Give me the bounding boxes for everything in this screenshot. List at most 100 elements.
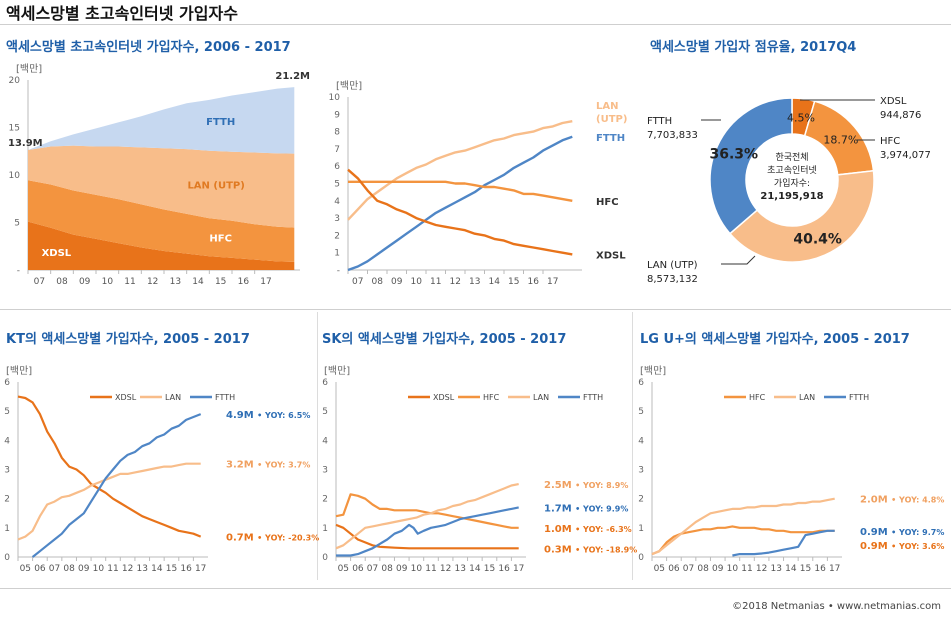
line-lan-utp — [347, 120, 573, 221]
slice-label-xdsl: XDSL — [880, 96, 907, 107]
leader-line-lan — [721, 255, 756, 265]
y-tick-label: 8 — [334, 128, 340, 138]
legend-label-lan: LAN — [799, 393, 815, 402]
x-tick-label: 15 — [166, 564, 177, 574]
y-tick-label: 4 — [4, 436, 10, 446]
line-xdsl — [347, 168, 573, 256]
end-value: 2.0M — [860, 495, 891, 506]
x-tick-label: 14 — [469, 564, 481, 574]
y-tick-label: 5 — [322, 407, 328, 417]
x-tick-label: 06 — [34, 564, 46, 574]
legend-label-ftth: FTTH — [583, 393, 603, 402]
end-value: 4.9M — [226, 410, 257, 421]
line-hfc — [335, 493, 519, 529]
start-total-label: 13.9M — [8, 138, 43, 149]
line-lan — [651, 497, 835, 556]
x-tick-label: 11 — [124, 277, 135, 287]
end-value: 3.2M — [226, 460, 257, 471]
x-tick-label: 07 — [352, 277, 363, 287]
line-ftth — [336, 506, 519, 557]
x-tick-label: 11 — [430, 277, 441, 287]
y-tick-label: 0 — [638, 553, 644, 563]
y-tick-label: 5 — [638, 407, 644, 417]
x-tick-label: 07 — [34, 277, 45, 287]
series-label-lan-utp: (UTP) — [596, 114, 627, 125]
y-tick-label: 5 — [334, 180, 340, 190]
lgu-chart-title: LG U+의 액세스망별 가입자수, 2005 - 2017 — [640, 332, 910, 347]
end-yoy: • YOY: 6.5% — [257, 411, 310, 420]
legend-label-hfc: HFC — [749, 393, 766, 402]
x-tick-label: 09 — [79, 277, 91, 287]
y-tick-label: 4 — [334, 197, 340, 207]
end-yoy: • YOY: 9.9% — [575, 504, 628, 513]
x-tick-label: 10 — [102, 277, 114, 287]
series-label-lan-utp: LAN (UTP) — [187, 181, 244, 192]
end-value: 0.3M — [544, 544, 575, 555]
x-tick-label: 17 — [260, 277, 271, 287]
slice-value-hfc: 3,974,077 — [880, 150, 931, 161]
page-title: 액세스망별 초고속인터넷 가입자수 — [6, 4, 238, 23]
slice-lan-utp — [728, 169, 875, 263]
x-tick-label: 12 — [122, 564, 133, 574]
y-tick-label: - — [17, 266, 20, 276]
x-tick-label: 08 — [56, 277, 68, 287]
end-yoy: • YOY: 3.6% — [891, 542, 944, 551]
line-lan — [17, 462, 201, 541]
end-label-lan: 2.5M • YOY: 8.9% — [544, 480, 628, 491]
x-tick-label: 09 — [712, 564, 724, 574]
footer-credit: ©2018 Netmanias • www.netmanias.com — [732, 601, 941, 612]
series-label-hfc: HFC — [209, 233, 232, 244]
slice-value-xdsl: 944,876 — [880, 110, 921, 121]
series-label-xdsl: XDSL — [596, 250, 626, 261]
y-tick-label: 1 — [4, 524, 10, 534]
end-yoy: • YOY: 8.9% — [575, 481, 628, 490]
x-tick-label: 16 — [238, 277, 250, 287]
y-tick-label: 9 — [334, 110, 340, 120]
slice-percent-hfc: 18.7% — [823, 134, 858, 147]
unit-label: [백만] — [336, 80, 362, 92]
slice-label-lan: LAN (UTP) — [647, 260, 698, 271]
y-tick-label: 0 — [322, 553, 328, 563]
x-tick-label: 10 — [411, 564, 423, 574]
end-yoy: • YOY: -18.9% — [575, 545, 637, 554]
x-tick-label: 16 — [498, 564, 510, 574]
y-tick-label: 10 — [329, 93, 341, 103]
slice-percent-ftth: 36.3% — [710, 146, 759, 162]
x-tick-label: 05 — [338, 564, 349, 574]
slice-percent-lan-utp: 40.4% — [793, 232, 842, 248]
x-tick-label: 17 — [195, 564, 206, 574]
line-ftth — [732, 529, 835, 557]
donut-center-text: 가입자수: — [774, 177, 810, 189]
end-label-hfc: 1.0M • YOY: -6.3% — [544, 524, 632, 535]
x-tick-label: 12 — [450, 277, 461, 287]
y-tick-label: 20 — [9, 76, 21, 86]
x-tick-label: 12 — [756, 564, 767, 574]
y-tick-label: 4 — [638, 436, 644, 446]
x-tick-label: 05 — [654, 564, 665, 574]
x-tick-label: 12 — [147, 277, 158, 287]
x-tick-label: 11 — [741, 564, 752, 574]
line-ftth — [31, 413, 202, 558]
x-tick-label: 08 — [697, 564, 709, 574]
end-label-xdsl: 0.7M • YOY: -20.3% — [226, 533, 319, 544]
x-tick-label: 13 — [170, 277, 181, 287]
share-chart-title: 액세스망별 가입자 점유율, 2017Q4 — [650, 40, 857, 55]
y-tick-label: 5 — [14, 219, 20, 229]
y-tick-label: 10 — [9, 171, 21, 181]
x-tick-label: 13 — [137, 564, 148, 574]
y-tick-label: 2 — [638, 495, 644, 505]
legend-label-lan: LAN — [533, 393, 549, 402]
kt-chart-title: KT의 액세스망별 가입자수, 2005 - 2017 — [6, 332, 250, 347]
x-tick-label: 11 — [107, 564, 118, 574]
x-tick-label: 10 — [727, 564, 739, 574]
row-divider — [0, 309, 951, 310]
x-tick-label: 15 — [215, 277, 226, 287]
y-tick-label: 6 — [322, 378, 328, 388]
unit-label: [백만] — [324, 365, 350, 377]
footer-divider — [0, 588, 951, 589]
x-tick-label: 17 — [547, 277, 558, 287]
donut-center-text: 한국전체 — [775, 152, 808, 163]
end-value: 1.0M — [544, 524, 575, 535]
end-yoy: • YOY: 9.7% — [891, 528, 944, 537]
